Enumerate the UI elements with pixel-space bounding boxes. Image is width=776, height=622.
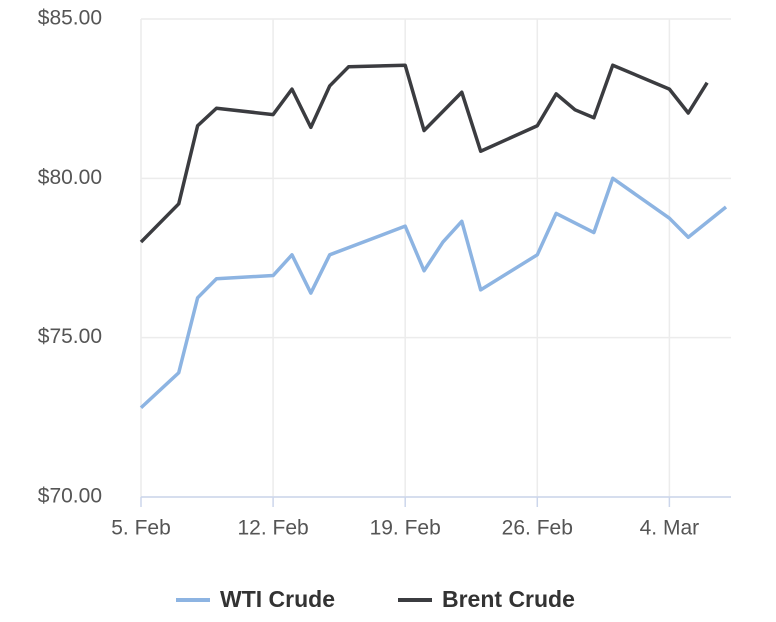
x-tick-label: 26. Feb xyxy=(502,517,573,540)
series-line xyxy=(139,63,709,244)
x-tick-label: 5. Feb xyxy=(111,517,171,540)
series-line xyxy=(139,176,728,410)
y-tick-label: $75.00 xyxy=(38,325,102,348)
y-tick-label: $85.00 xyxy=(38,7,102,30)
x-tick-label: 4. Mar xyxy=(640,517,700,540)
y-tick-label: $80.00 xyxy=(38,166,102,189)
x-tick-label: 12. Feb xyxy=(237,517,308,540)
x-tick-label: 19. Feb xyxy=(370,517,441,540)
legend-label: Brent Crude xyxy=(442,586,575,612)
y-tick-label: $70.00 xyxy=(38,485,102,508)
legend-label: WTI Crude xyxy=(220,586,335,612)
